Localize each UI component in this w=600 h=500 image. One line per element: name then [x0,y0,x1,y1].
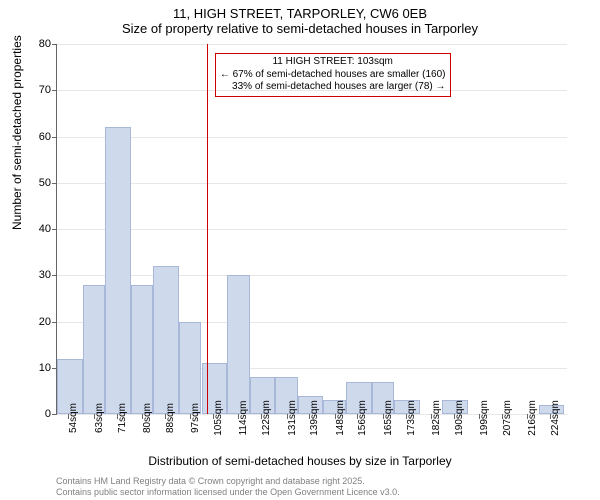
y-tick-mark [52,90,57,91]
x-tick-label: 216sqm [527,400,538,436]
reference-line [207,44,208,414]
chart-container: 11, HIGH STREET, TARPORLEY, CW6 0EB Size… [0,0,600,500]
y-tick-mark [52,137,57,138]
y-axis-label: Number of semi-detached properties [10,35,24,230]
histogram-bar [153,266,179,414]
x-tick-label: 97sqm [190,403,201,433]
y-tick-label: 20 [39,316,51,328]
x-tick-label: 88sqm [165,403,176,433]
x-tick-label: 190sqm [454,400,465,436]
x-tick-label: 165sqm [383,400,394,436]
y-tick-label: 60 [39,131,51,143]
x-tick-label: 131sqm [287,400,298,436]
y-tick-label: 30 [39,269,51,281]
x-tick-label: 182sqm [431,400,442,436]
y-tick-label: 40 [39,223,51,235]
x-tick-label: 80sqm [142,403,153,433]
y-tick-label: 0 [45,408,51,420]
grid-line [57,183,567,184]
x-tick-label: 122sqm [261,400,272,436]
y-tick-mark [52,275,57,276]
histogram-bar [227,275,250,414]
x-tick-label: 63sqm [94,403,105,433]
plot-area: 0102030405060708054sqm63sqm71sqm80sqm88s… [56,44,567,415]
y-tick-mark [52,44,57,45]
y-tick-label: 80 [39,38,51,50]
x-tick-label: 114sqm [238,401,249,436]
x-tick-label: 148sqm [335,400,346,436]
grid-line [57,137,567,138]
y-tick-mark [52,414,57,415]
annotation-box: 11 HIGH STREET: 103sqm← 67% of semi-deta… [215,53,451,97]
x-tick-label: 224sqm [550,400,561,436]
attribution-footer: Contains HM Land Registry data © Crown c… [56,476,400,498]
grid-line [57,229,567,230]
annotation-line: 11 HIGH STREET: 103sqm [220,56,446,69]
x-tick-label: 173sqm [406,400,417,436]
x-axis-label: Distribution of semi-detached houses by … [0,454,600,468]
footer-line2: Contains public sector information licen… [56,487,400,498]
x-tick-label: 207sqm [502,400,513,436]
x-tick-label: 105sqm [213,400,224,436]
histogram-bar [179,322,202,415]
y-tick-label: 70 [39,84,51,96]
y-tick-mark [52,229,57,230]
y-tick-mark [52,183,57,184]
y-tick-label: 10 [39,362,51,374]
y-tick-mark [52,322,57,323]
histogram-bar [83,285,106,415]
footer-line1: Contains HM Land Registry data © Crown c… [56,476,400,487]
y-tick-label: 50 [39,177,51,189]
x-tick-label: 71sqm [117,403,128,433]
x-tick-label: 199sqm [479,400,490,436]
chart-title-line1: 11, HIGH STREET, TARPORLEY, CW6 0EB [0,0,600,21]
x-tick-label: 54sqm [68,403,79,433]
histogram-bar [131,285,154,415]
annotation-line: 33% of semi-detached houses are larger (… [220,81,446,94]
chart-title-line2: Size of property relative to semi-detach… [0,21,600,36]
x-tick-label: 139sqm [309,400,320,436]
grid-line [57,44,567,45]
x-tick-label: 156sqm [357,400,368,436]
annotation-line: ← 67% of semi-detached houses are smalle… [220,69,446,82]
histogram-bar [105,127,131,414]
grid-line [57,275,567,276]
